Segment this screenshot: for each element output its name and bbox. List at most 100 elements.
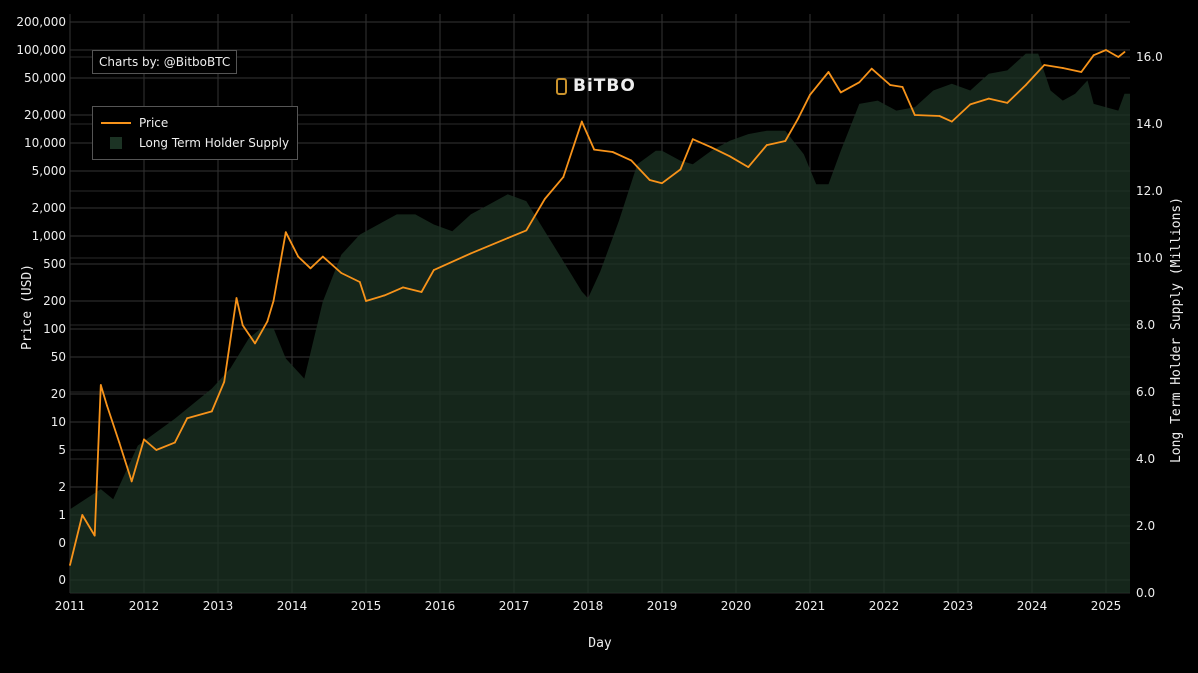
x-tick-label: 2021 xyxy=(795,599,826,613)
price-point xyxy=(901,86,904,88)
price-point xyxy=(420,291,423,293)
left-tick-label: 5,000 xyxy=(32,164,66,178)
price-point xyxy=(1061,67,1064,69)
left-tick-label: 0 xyxy=(58,536,66,550)
left-tick-label: 1 xyxy=(58,508,66,522)
left-tick-label: 10,000 xyxy=(24,136,66,150)
price-point xyxy=(309,267,312,270)
price-point xyxy=(784,140,787,142)
price-point xyxy=(839,91,842,94)
credit-label: Charts by: @BitboBTC xyxy=(92,50,238,74)
x-tick-label: 2015 xyxy=(351,599,382,613)
left-tick-label: 100,000 xyxy=(16,43,66,57)
price-point xyxy=(950,120,953,123)
price-point xyxy=(1006,101,1009,104)
price-point xyxy=(747,166,750,169)
left-axis-title: Price (USD) xyxy=(20,264,35,350)
price-point xyxy=(99,384,102,386)
x-tick-label: 2017 xyxy=(499,599,530,613)
price-point xyxy=(543,198,546,200)
left-tick-label: 2,000 xyxy=(32,201,66,215)
price-point xyxy=(913,114,916,116)
price-point xyxy=(93,534,96,537)
price-point xyxy=(611,151,614,153)
price-point xyxy=(155,449,158,451)
left-tick-label: 100 xyxy=(43,322,66,336)
price-point xyxy=(358,281,361,283)
price-point xyxy=(809,93,811,96)
bitbo-logo: BiTBO xyxy=(556,76,636,96)
left-tick-label: 500 xyxy=(43,257,66,271)
price-point xyxy=(506,237,509,239)
x-tick-label: 2024 xyxy=(1017,599,1048,613)
right-tick-label: 8.0 xyxy=(1136,318,1155,332)
legend-item-lth-supply[interactable]: Long Term Holder Supply xyxy=(101,133,289,153)
price-point xyxy=(796,118,799,121)
price-point xyxy=(827,71,830,73)
x-tick-label: 2016 xyxy=(425,599,456,613)
right-tick-label: 2.0 xyxy=(1136,519,1155,533)
price-point xyxy=(223,380,226,383)
price-point xyxy=(118,441,121,444)
left-tick-label: 200,000 xyxy=(16,15,66,29)
right-tick-label: 4.0 xyxy=(1136,452,1155,466)
right-tick-label: 16.0 xyxy=(1136,50,1163,64)
left-tick-label: 1,000 xyxy=(32,229,66,243)
price-line xyxy=(69,49,1126,566)
legend: Price Long Term Holder Supply xyxy=(92,106,299,160)
x-tick-label: 2012 xyxy=(129,599,160,613)
x-tick-label: 2014 xyxy=(277,599,308,613)
price-point xyxy=(691,138,694,141)
price-point xyxy=(383,294,386,297)
price-point xyxy=(210,410,213,413)
axis-ticks: 200,000 100,000 50,000 20,000 10,000 5,000 2,0… xyxy=(16,15,1162,613)
price-point xyxy=(1024,84,1027,86)
price-point xyxy=(469,252,472,255)
x-tick-label: 2018 xyxy=(573,599,604,613)
price-point xyxy=(143,438,145,441)
bitbo-logo-icon xyxy=(556,77,567,95)
price-point xyxy=(987,97,990,100)
logo-text: BiTBO xyxy=(573,76,636,96)
right-tick-label: 0.0 xyxy=(1136,586,1155,600)
x-tick-label: 2019 xyxy=(647,599,678,613)
right-tick-label: 12.0 xyxy=(1136,184,1163,198)
right-axis-title: Long Term Holder Supply (Millions) xyxy=(1169,197,1184,463)
price-point xyxy=(340,272,343,274)
price-point xyxy=(69,564,71,566)
price-point xyxy=(402,286,404,289)
supply-area xyxy=(70,53,1130,594)
x-axis-title: Day xyxy=(588,636,612,651)
price-point xyxy=(710,146,713,149)
price-point xyxy=(648,179,651,181)
price-point xyxy=(593,148,596,151)
price-point xyxy=(870,67,873,70)
left-tick-label: 20 xyxy=(51,387,66,401)
price-point xyxy=(235,297,238,299)
right-tick-label: 6.0 xyxy=(1136,385,1155,399)
price-point xyxy=(173,441,176,444)
price-point xyxy=(562,176,565,178)
price-point xyxy=(525,229,528,232)
legend-item-price[interactable]: Price xyxy=(101,113,289,133)
left-tick-label: 50,000 xyxy=(24,71,66,85)
price-point xyxy=(130,480,133,483)
price-point xyxy=(272,300,275,302)
right-tick-label: 14.0 xyxy=(1136,117,1163,131)
supply-area-path xyxy=(70,53,1130,594)
price-point xyxy=(241,324,244,327)
price-point xyxy=(321,255,324,258)
left-tick-label: 5 xyxy=(58,443,66,457)
price-point xyxy=(1080,71,1083,73)
price-point xyxy=(1105,49,1107,51)
price-point xyxy=(432,269,435,271)
left-tick-label: 2 xyxy=(58,480,66,494)
price-point xyxy=(106,404,108,407)
price-point xyxy=(365,300,367,302)
supply-swatch xyxy=(110,137,122,149)
price-point xyxy=(254,342,256,345)
x-tick-label: 2013 xyxy=(203,599,234,613)
left-tick-label: 50 xyxy=(51,350,66,364)
price-point xyxy=(728,155,731,158)
